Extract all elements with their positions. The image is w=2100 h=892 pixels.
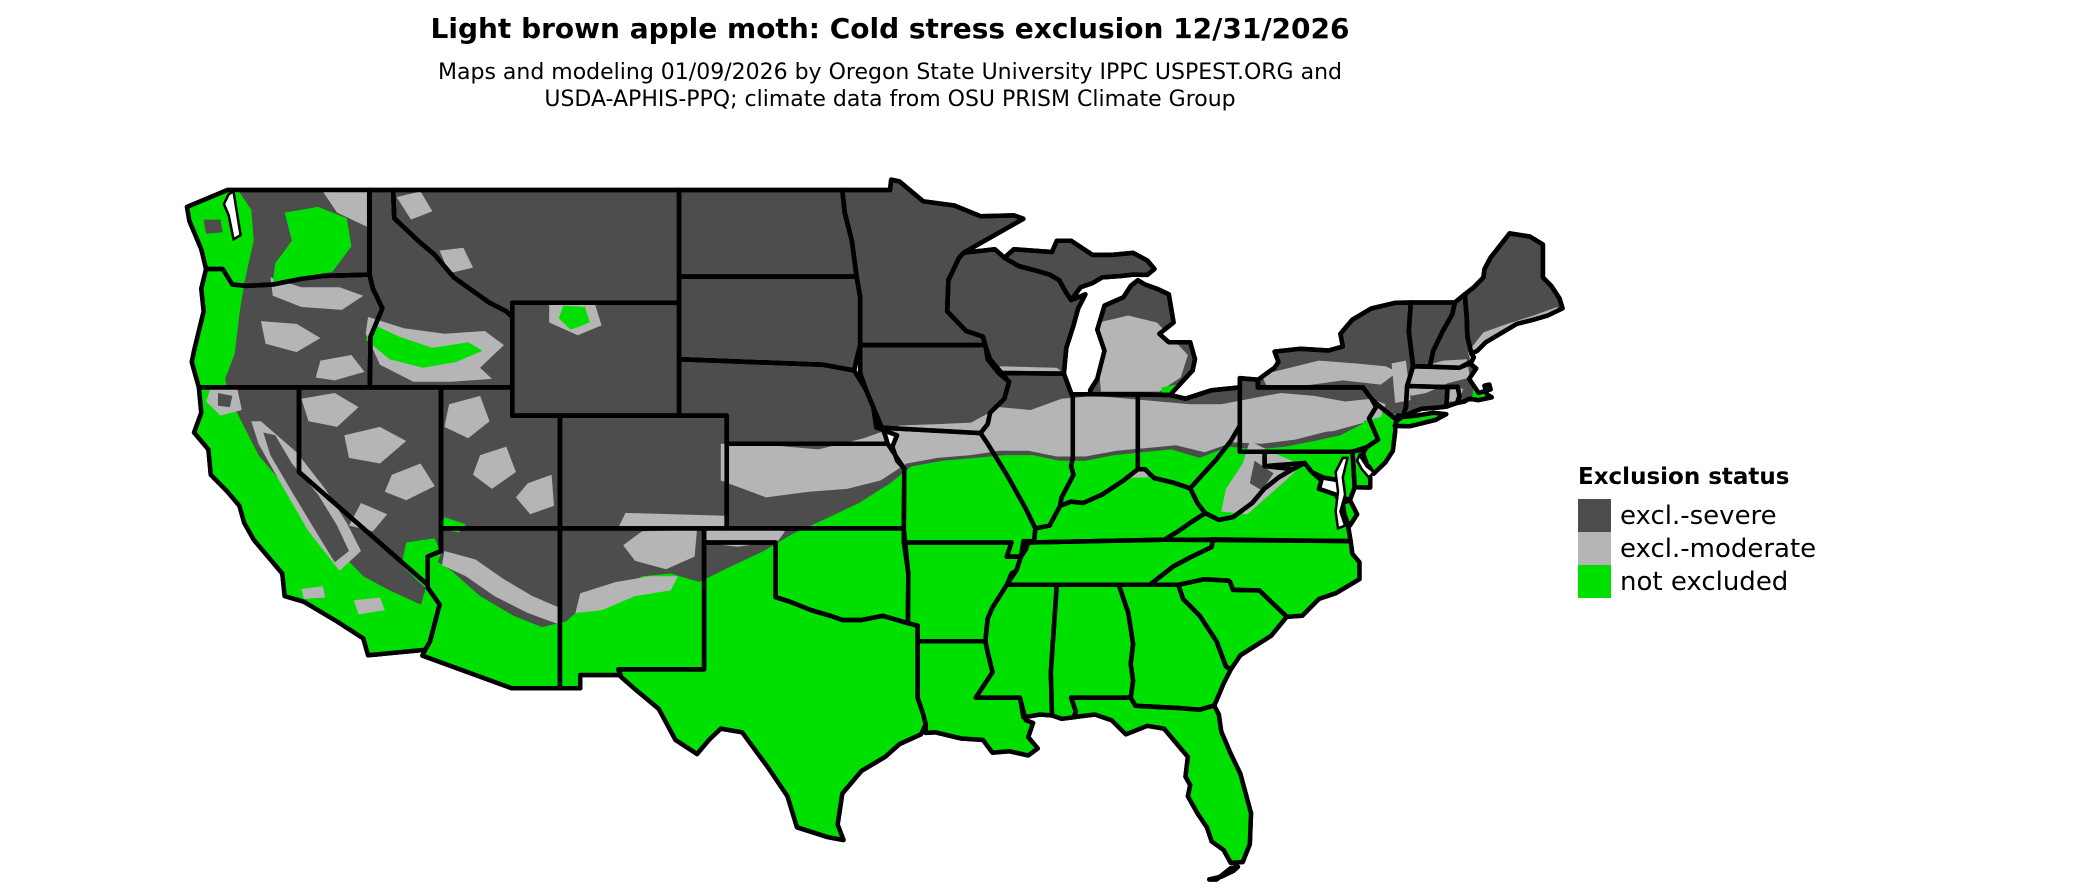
map-state-borders <box>184 177 1565 882</box>
legend-item-not-excluded: not excluded <box>1578 565 1816 598</box>
subtitle-line-1: Maps and modeling 01/09/2026 by Oregon S… <box>438 60 1342 85</box>
overlay-moderate <box>322 191 367 227</box>
legend-label-moderate: excl.-moderate <box>1620 533 1817 564</box>
state-border-li <box>1392 410 1449 429</box>
overlay-not_excluded <box>272 206 352 282</box>
overlay-severe <box>203 219 223 234</box>
overlay-moderate <box>575 576 678 613</box>
state-co <box>557 413 729 531</box>
state-border-mil <box>1087 277 1198 398</box>
chesapeake-bay-water <box>1334 456 1350 531</box>
overlay-moderate <box>515 474 554 515</box>
legend-item-severe: excl.-severe <box>1578 499 1816 532</box>
puget-sound-water <box>222 189 242 242</box>
header: Light brown apple moth: Cold stress excl… <box>0 12 1780 113</box>
overlay-moderate <box>315 355 365 381</box>
overlay-moderate <box>301 586 326 599</box>
state-border-nc <box>1147 537 1362 619</box>
state-border-fl <box>1068 695 1254 866</box>
legend: Exclusion status excl.-severe excl.-mode… <box>1578 464 1816 598</box>
overlay-moderate <box>473 446 516 489</box>
state-border-tx <box>616 540 928 843</box>
legend-swatch-moderate <box>1578 532 1611 565</box>
legend-label-severe: excl.-severe <box>1620 500 1777 531</box>
overlay-moderate <box>720 393 1386 498</box>
delaware-bay-water <box>1355 452 1376 480</box>
overlay-moderate <box>301 393 359 427</box>
state-border-me <box>1462 231 1565 356</box>
legend-item-moderate: excl.-moderate <box>1578 532 1816 565</box>
legend-swatch-not-excluded <box>1578 565 1611 598</box>
overlay-severe <box>263 432 349 563</box>
overlay-moderate <box>396 191 433 220</box>
state-nd <box>676 187 859 279</box>
overlay-moderate <box>444 395 490 439</box>
overlay-moderate <box>623 529 697 570</box>
state-border-miu <box>1002 238 1157 303</box>
state-border-keys <box>1207 864 1241 882</box>
map-water-features <box>222 189 1376 531</box>
overlay-not_excluded <box>558 305 590 330</box>
page-title: Light brown apple moth: Cold stress excl… <box>430 12 1350 45</box>
overlay-moderate <box>260 321 321 353</box>
overlay-moderate <box>344 426 407 464</box>
legend-label-not-excluded: not excluded <box>1620 566 1789 597</box>
overlay-not_excluded <box>187 188 423 664</box>
legend-title: Exclusion status <box>1578 464 1790 490</box>
subtitle-line-2: USDA-APHIS-PPQ; climate data from OSU PR… <box>544 87 1236 112</box>
overlay-moderate <box>384 463 435 501</box>
overlay-moderate <box>353 597 385 615</box>
overlay-moderate <box>439 247 473 274</box>
overlay-severe <box>218 393 233 408</box>
overlay-severe <box>1249 460 1274 491</box>
overlay-moderate <box>618 512 725 528</box>
overlay-moderate <box>1098 315 1188 392</box>
overlay-not_excluded <box>365 325 483 368</box>
overlay-not_excluded <box>401 538 441 591</box>
overlay-moderate <box>1261 360 1398 386</box>
overlay-moderate <box>270 277 364 310</box>
state-border-ne <box>676 356 890 447</box>
state-sd <box>676 274 863 373</box>
overlay-moderate <box>1247 408 1365 434</box>
state-me <box>1462 231 1565 356</box>
legend-swatch-severe <box>1578 499 1611 532</box>
overlay-moderate <box>442 551 559 625</box>
